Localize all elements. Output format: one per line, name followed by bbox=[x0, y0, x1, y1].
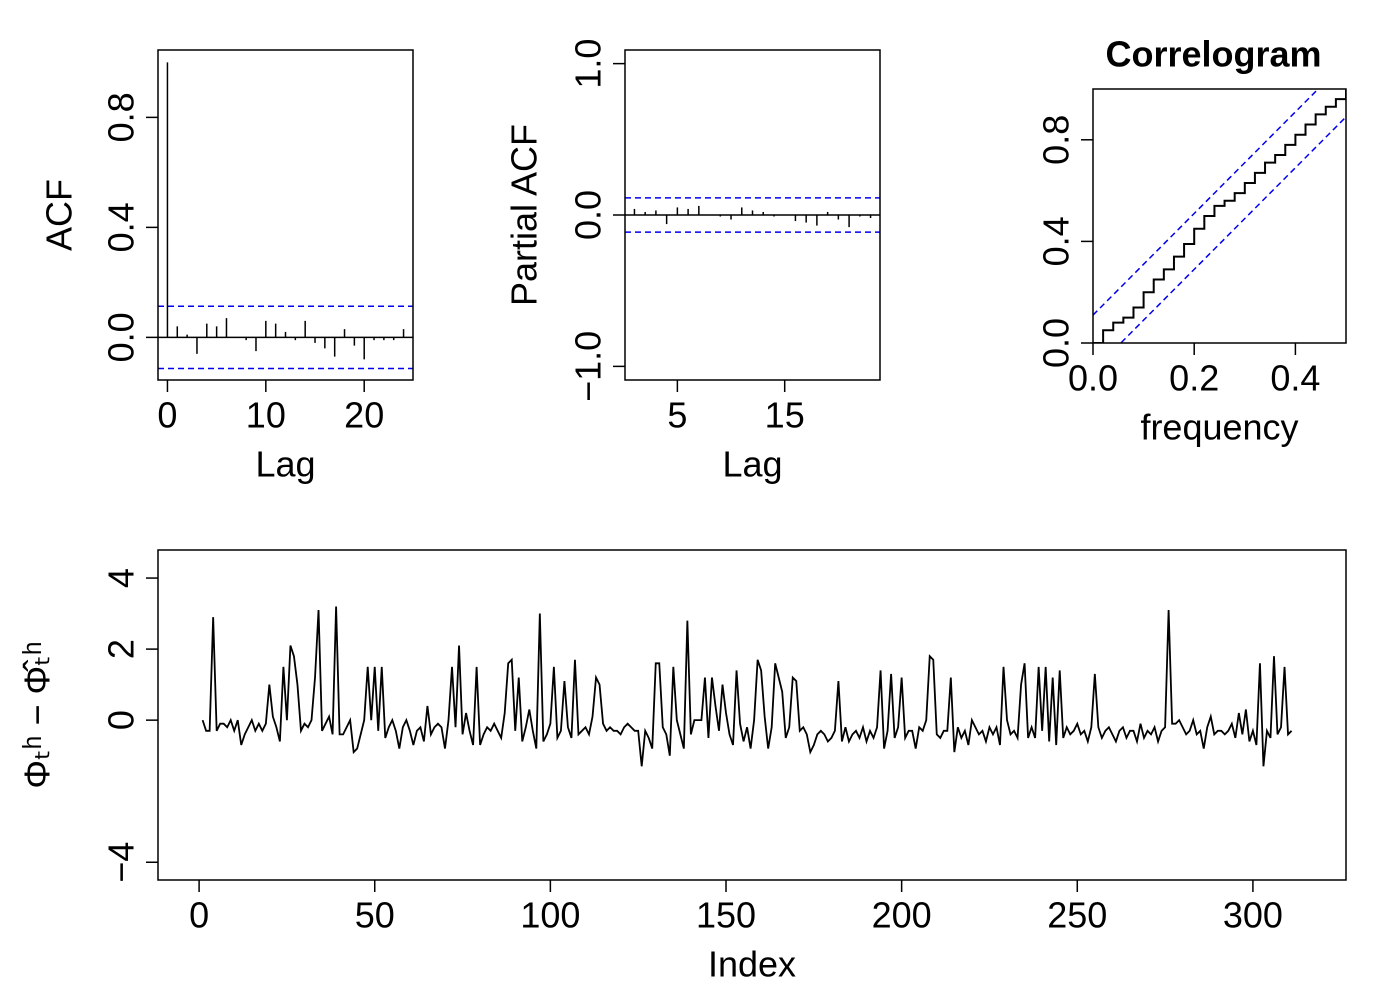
x-tick-label: 200 bbox=[872, 895, 932, 936]
x-axis-label: Index bbox=[708, 944, 796, 985]
x-tick-label: 5 bbox=[667, 395, 687, 436]
y-tick-label: −1.0 bbox=[568, 331, 609, 402]
y-tick-label: 0.0 bbox=[568, 190, 609, 240]
x-tick-label: 150 bbox=[696, 895, 756, 936]
x-tick-label: 0.2 bbox=[1169, 358, 1219, 399]
x-tick-label: 0.0 bbox=[1068, 358, 1118, 399]
plot-frame bbox=[624, 49, 881, 381]
x-tick-label: 0 bbox=[157, 395, 177, 436]
y-axis-label: ACF bbox=[39, 179, 80, 251]
y-tick-label: 0.8 bbox=[1036, 115, 1077, 165]
x-axis-label: frequency bbox=[1140, 407, 1298, 448]
plot-area bbox=[625, 197, 880, 233]
x-tick-label: 20 bbox=[344, 395, 384, 436]
x-tick-label: 100 bbox=[520, 895, 580, 936]
x-tick-label: 0 bbox=[189, 895, 209, 936]
plot-area bbox=[1093, 89, 1346, 343]
y-axis-label: Φₜʰ − Φ̂ₜʰ bbox=[17, 641, 58, 788]
plot-frame bbox=[157, 49, 414, 381]
x-tick-label: 250 bbox=[1047, 895, 1107, 936]
chart-title: Correlogram bbox=[1105, 34, 1321, 75]
y-tick-label: 0.0 bbox=[1036, 318, 1077, 368]
plot-area bbox=[201, 606, 1293, 767]
y-tick-label: 1.0 bbox=[568, 39, 609, 89]
y-tick-label: 4 bbox=[101, 568, 142, 588]
plot-area bbox=[158, 62, 413, 370]
plot-frame bbox=[157, 549, 1347, 881]
y-tick-label: 0.0 bbox=[101, 312, 142, 362]
x-axis-label: Lag bbox=[255, 444, 315, 485]
y-tick-label: 0.4 bbox=[101, 202, 142, 252]
x-tick-label: 0.4 bbox=[1270, 358, 1320, 399]
y-tick-label: −4 bbox=[101, 842, 142, 883]
cumulative-periodogram bbox=[1093, 89, 1346, 343]
series-line bbox=[201, 606, 1293, 767]
x-tick-label: 15 bbox=[765, 395, 805, 436]
y-tick-label: 2 bbox=[101, 639, 142, 659]
y-tick-label: 0 bbox=[101, 710, 142, 730]
plot-frame bbox=[1092, 88, 1347, 344]
y-tick-label: 0.8 bbox=[101, 92, 142, 142]
x-tick-label: 300 bbox=[1223, 895, 1283, 936]
y-axis-label: Partial ACF bbox=[504, 124, 545, 306]
x-tick-label: 50 bbox=[355, 895, 395, 936]
y-tick-label: 0.4 bbox=[1036, 216, 1077, 266]
x-tick-label: 10 bbox=[246, 395, 286, 436]
x-axis-label: Lag bbox=[722, 444, 782, 485]
